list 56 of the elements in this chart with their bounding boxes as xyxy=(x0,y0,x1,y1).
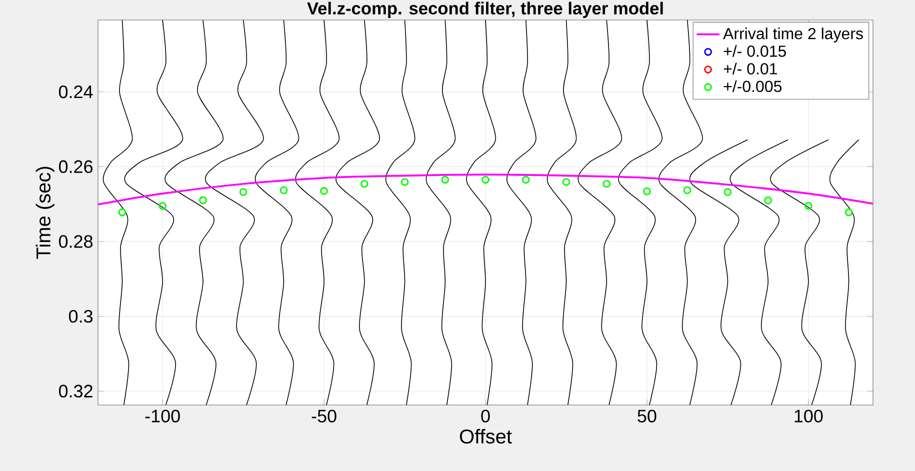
point xyxy=(724,188,732,196)
legend-label: Arrival time 2 layers xyxy=(723,28,863,42)
point xyxy=(522,176,530,184)
point xyxy=(239,188,248,196)
point xyxy=(562,178,570,186)
point xyxy=(683,186,692,194)
line-series xyxy=(578,20,622,405)
point xyxy=(764,196,772,204)
line-series xyxy=(426,20,456,405)
x-tick-label: -50 xyxy=(312,410,336,422)
line-series xyxy=(730,139,788,405)
line-series xyxy=(205,20,264,405)
line-series xyxy=(336,20,380,405)
x-tick-label: -100 xyxy=(145,410,180,422)
point xyxy=(441,176,450,184)
line-series xyxy=(466,20,496,405)
x-tick-label: 0 xyxy=(481,410,490,422)
y-axis-title: Time (sec) xyxy=(36,166,54,259)
line-series xyxy=(689,139,748,405)
legend-label: +/- 0.015 xyxy=(724,45,786,57)
point xyxy=(643,187,651,196)
y-tick-label: 0.32 xyxy=(58,384,92,398)
y-tick-label: 0.28 xyxy=(58,235,93,248)
point xyxy=(320,187,328,195)
line-series xyxy=(102,20,133,405)
point xyxy=(360,180,368,188)
line-series xyxy=(385,20,416,405)
line-series xyxy=(164,20,224,405)
y-tick-label: 0.26 xyxy=(58,160,93,174)
point xyxy=(118,208,126,216)
y-tick-label: 0.24 xyxy=(58,85,93,98)
y-tick-label: 0.3 xyxy=(68,310,93,323)
legend-label: +/- 0.01 xyxy=(724,62,777,74)
x-tick-label: 50 xyxy=(638,410,656,422)
point xyxy=(400,178,409,186)
line-series xyxy=(506,20,536,405)
point xyxy=(280,186,288,194)
point xyxy=(158,202,167,210)
point xyxy=(844,208,853,216)
point xyxy=(482,176,490,184)
line-series xyxy=(618,20,662,405)
x-tick-label: 100 xyxy=(794,410,823,422)
x-axis-title: Offset xyxy=(460,428,512,444)
point xyxy=(804,202,812,210)
point xyxy=(602,180,611,188)
line-series xyxy=(124,20,184,405)
line-series xyxy=(658,20,703,405)
line-series xyxy=(98,174,873,206)
chart-title: Vel.z-comp. second filter, three layer model xyxy=(307,2,663,18)
line-series xyxy=(829,139,860,405)
line-series xyxy=(295,20,340,405)
legend-label: +/-0.005 xyxy=(724,80,782,92)
point xyxy=(199,196,207,204)
line-series xyxy=(255,20,300,405)
line-series xyxy=(770,139,829,405)
line-series xyxy=(546,20,577,405)
